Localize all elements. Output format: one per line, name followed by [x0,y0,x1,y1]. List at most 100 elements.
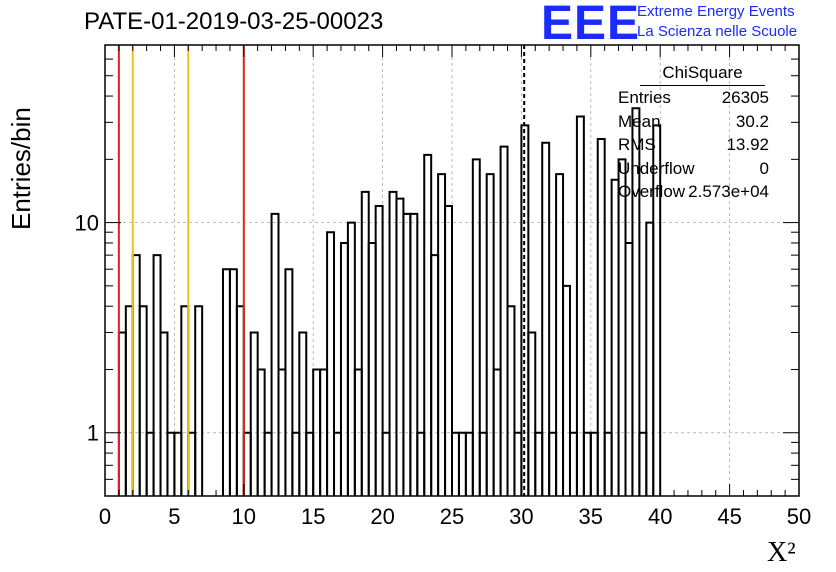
chart-title: PATE-01-2019-03-25-00023 [84,8,384,35]
histogram-bar [527,331,537,496]
x-tick-label: 35 [579,504,603,529]
histogram-bar [291,431,301,496]
histogram-bar [589,431,599,496]
histogram-bar [485,173,495,496]
stat-name: Underflow [618,158,695,178]
histogram-bar [451,431,460,496]
histogram-bar [464,431,474,496]
histogram-bar [423,153,433,496]
histogram-bar [152,254,162,496]
histogram-bar [548,431,558,496]
histogram-bar [159,331,169,496]
logo-caption: Extreme Energy Events La Scienza nelle S… [637,2,797,42]
histogram-bar [221,268,231,496]
histogram-bar [513,431,523,496]
histogram-bar [610,178,620,496]
histogram-bar [263,431,273,496]
y-axis-label: Entries/bin [6,107,36,230]
histogram-bar [534,431,544,496]
histogram-bar [124,305,134,496]
histogram-bar [187,431,197,496]
histogram-bar [235,305,245,496]
logo-caption-line1: Extreme Energy Events [637,3,795,20]
histogram-bar [596,137,606,496]
histogram-bar [541,141,551,496]
x-tick-label: 30 [509,504,533,529]
x-tick-label: 15 [301,504,325,529]
histogram-bar [138,305,148,496]
histogram-bar [471,158,481,496]
stats-row-entries: Entries 26305 [612,86,777,110]
histogram-bar [346,221,356,496]
eee-logo: EEE [541,0,641,50]
histogram-bar [645,221,655,496]
histogram-bar [617,158,627,496]
stats-row-mean: Mean 30.2 [612,110,777,134]
reference-lines [117,45,526,496]
histogram-bar [631,107,641,496]
axis-tick-labels: 0 5 10 15 20 25 30 35 40 45 50 1 10 [75,211,812,529]
histogram-bar [388,190,398,496]
stat-name: Overflow [618,182,686,201]
x-tick-label: 20 [370,504,394,529]
stat-value: 0 [759,158,769,178]
stats-row-rms: RMS 13.92 [612,133,777,157]
histogram-bar [131,254,141,496]
histogram-bar [228,268,238,496]
axis-ticks [104,44,800,497]
x-tick-label: 10 [232,504,256,529]
histogram-bar [562,284,571,496]
histogram-bar [402,212,412,496]
x-tick-label: 50 [787,504,811,529]
stats-box: ChiSquare Entries 26305 Mean 30.2 RMS 13… [612,62,777,204]
histogram-bar [284,268,294,496]
histogram-bar [638,431,648,496]
stat-name: RMS [618,135,656,154]
histogram-bar [409,212,419,496]
histogram-bar [194,305,204,496]
histogram-bar [360,190,370,496]
histogram-bar [339,241,349,496]
histogram-bar [333,431,342,496]
stat-name: Entries [618,88,671,107]
histogram-bar [249,331,259,496]
histogram-bar [499,145,509,496]
histogram-bar [145,431,155,496]
histogram-bar [603,431,613,496]
x-tick-label: 25 [440,504,464,529]
stat-value: 2.573e+04 [688,182,769,201]
stat-name: Mean [618,111,661,131]
stat-value: 13.92 [726,135,769,154]
y-tick-label: 1 [87,421,99,446]
stats-row-overflow: Overflow 2.573e+04 [612,180,777,204]
histogram-bar [430,254,440,496]
histogram-bar [478,431,488,496]
histogram-bar [173,431,183,496]
x-tick-label: 40 [648,504,672,529]
histogram-bar [395,197,405,496]
stat-value: 30.2 [735,111,769,131]
histogram-bar [305,431,315,496]
histogram-bar [624,241,634,496]
histogram-bar [180,305,190,496]
grid-lines [105,45,799,496]
histogram-bar [652,124,662,496]
histogram-bar [444,204,453,496]
histogram-bar [582,431,592,496]
histogram-bar [166,431,176,496]
histogram-bar [506,305,516,496]
histogram-bar [298,331,308,496]
histogram-bar [374,204,384,496]
stats-title: ChiSquare [640,62,765,86]
histogram-bar [367,241,377,496]
histogram-bar [326,231,336,496]
stat-value: 26305 [721,88,769,107]
histogram-bars [117,107,662,496]
histogram-bar [270,212,280,496]
stats-row-underflow: Underflow 0 [612,157,777,181]
histogram-bar [416,431,426,496]
x-tick-label: 5 [168,504,180,529]
histogram-bar [457,431,467,496]
histogram-bar [575,115,585,496]
